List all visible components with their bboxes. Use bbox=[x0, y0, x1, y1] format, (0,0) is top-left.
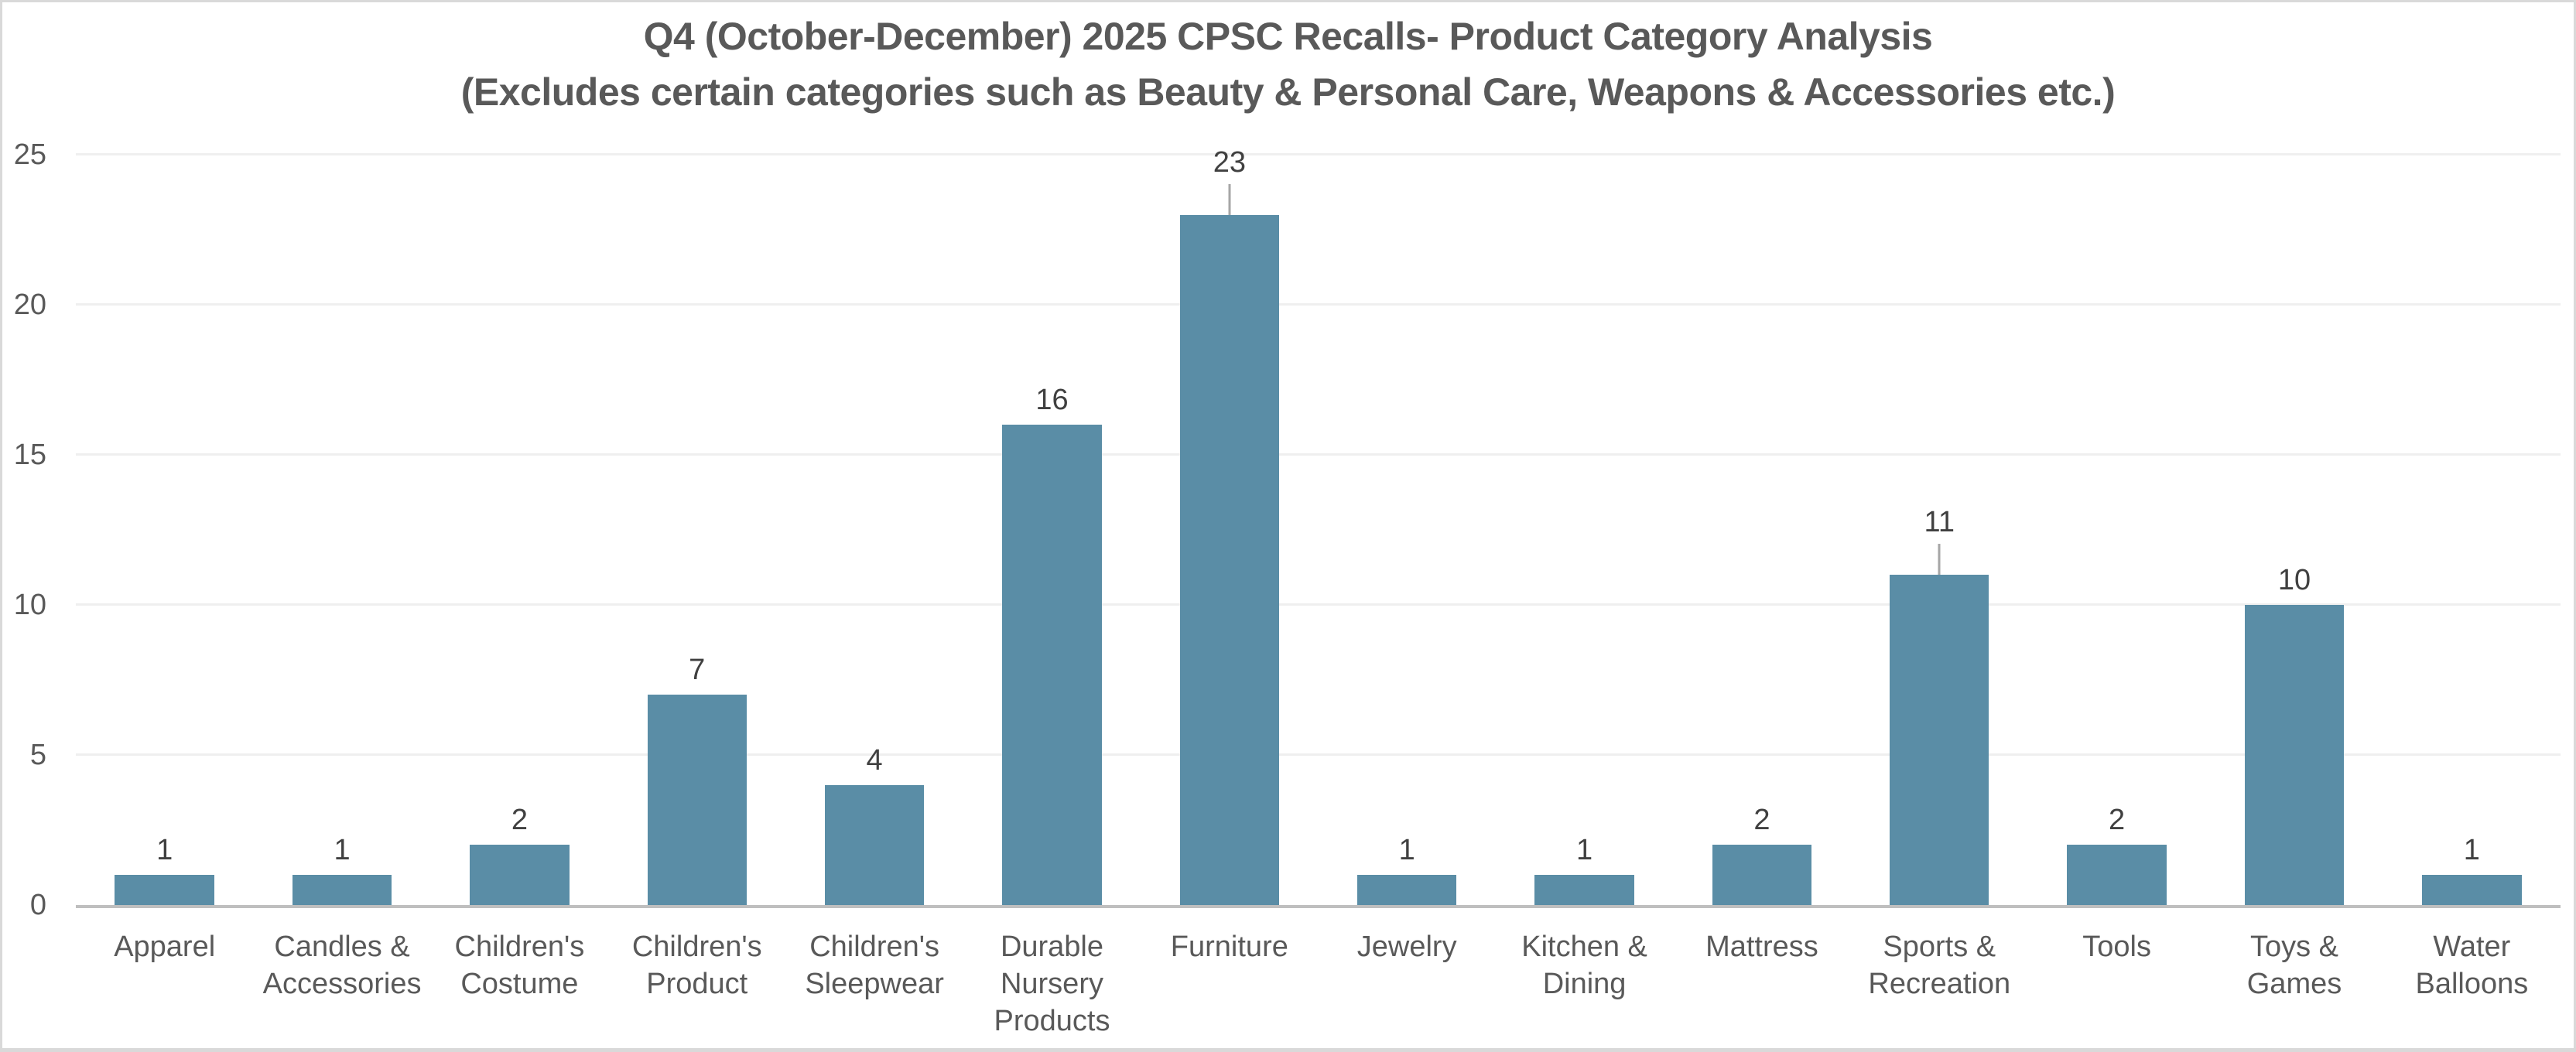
bar bbox=[1002, 425, 1102, 905]
x-axis-category-label: Children's Costume bbox=[454, 931, 585, 1000]
y-axis-tick-label: 0 bbox=[29, 889, 46, 921]
y-axis: 0 5 10 15 20 25 bbox=[2, 138, 46, 921]
y-axis-tick-label: 5 bbox=[29, 739, 46, 771]
plot-area: 1 1 2 7 4 16 23 1 1 2 11 2 10 1 bbox=[76, 146, 2561, 908]
bar-value-label: 2 bbox=[2109, 804, 2126, 837]
bar-slot: 7 bbox=[608, 155, 785, 905]
gridline bbox=[76, 303, 2561, 306]
bar-value-label: 2 bbox=[1753, 804, 1770, 837]
y-axis-tick-label: 20 bbox=[13, 289, 46, 321]
bar bbox=[1179, 214, 1280, 905]
bar bbox=[2067, 845, 2167, 905]
bar-value-label: 11 bbox=[1924, 506, 1955, 539]
bar bbox=[824, 784, 925, 905]
x-axis-category-label: Water Balloons bbox=[2415, 931, 2529, 1000]
bar-value-label: 16 bbox=[1035, 384, 1069, 417]
bar-series: 1 1 2 7 4 16 23 1 1 2 11 2 10 1 bbox=[76, 146, 2561, 905]
bar-slot: 1 bbox=[1319, 155, 1496, 905]
x-axis-category-label: Toys & Games bbox=[2246, 931, 2342, 1000]
bar bbox=[1890, 575, 1989, 905]
x-axis-labels: Apparel Candles & Accessories Children's C… bbox=[76, 928, 2561, 1040]
bar-slot: 11 bbox=[1851, 155, 2028, 905]
bar-slot: 1 bbox=[76, 155, 253, 905]
bar bbox=[1356, 875, 1457, 905]
bar-slot: 1 bbox=[253, 155, 430, 905]
bar bbox=[647, 695, 747, 905]
y-axis-tick-label: 10 bbox=[13, 589, 46, 621]
bar-slot: 16 bbox=[963, 155, 1141, 905]
x-axis-category-label: Candles & Accessories bbox=[262, 931, 422, 1000]
gridline bbox=[76, 153, 2561, 155]
bar-value-label: 23 bbox=[1213, 145, 1246, 179]
bar-slot: 2 bbox=[2028, 155, 2205, 905]
bar-value-label: 1 bbox=[334, 834, 351, 867]
x-axis-category-label: Furniture bbox=[1170, 931, 1288, 963]
leader-line bbox=[1938, 544, 1941, 576]
bar-value-label: 1 bbox=[1398, 834, 1415, 867]
x-axis-category-label: Mattress bbox=[1705, 931, 1818, 963]
bar-slot: 23 bbox=[1141, 146, 1318, 905]
chart-subtitle: (Excludes certain categories such as Bea… bbox=[460, 70, 2116, 114]
x-axis-category-label: Children's Sleepwear bbox=[805, 931, 944, 1000]
bar-slot: 4 bbox=[785, 155, 963, 905]
x-axis-category-label: Tools bbox=[2082, 931, 2151, 963]
chart-title: Q4 (October-December) 2025 CPSC Recalls-… bbox=[643, 15, 1933, 58]
bar bbox=[2244, 605, 2345, 905]
bar bbox=[1712, 845, 1812, 905]
bar bbox=[115, 875, 214, 905]
bar-value-label: 7 bbox=[689, 654, 706, 687]
x-axis-line bbox=[76, 905, 2561, 908]
bar-slot: 10 bbox=[2205, 155, 2383, 905]
bar-value-label: 2 bbox=[511, 804, 528, 837]
gridline bbox=[76, 603, 2561, 606]
x-axis-category-label: Sports & Recreation bbox=[1868, 931, 2011, 1000]
bar-slot: 2 bbox=[1673, 155, 1850, 905]
bar-value-label: 1 bbox=[156, 834, 173, 867]
y-axis-tick-label: 15 bbox=[13, 439, 46, 471]
bar bbox=[1534, 875, 1634, 905]
bar-value-label: 10 bbox=[2277, 564, 2311, 596]
bar bbox=[292, 875, 392, 905]
bar-value-label: 1 bbox=[1575, 834, 1593, 867]
x-axis-category-label: Apparel bbox=[114, 931, 216, 963]
gridline bbox=[76, 753, 2561, 756]
y-axis-tick-label: 25 bbox=[13, 138, 46, 171]
bar-slot: 1 bbox=[1496, 155, 1673, 905]
bar-slot: 1 bbox=[2383, 155, 2561, 905]
bar bbox=[2422, 875, 2522, 905]
x-axis-category-label: Durable Nursery Products bbox=[994, 931, 1110, 1037]
x-axis-category-label: Children's Product bbox=[631, 931, 762, 1000]
bar-value-label: 1 bbox=[2463, 834, 2480, 867]
x-axis-category-label: Jewelry bbox=[1356, 931, 1457, 963]
leader-line bbox=[1228, 183, 1231, 215]
gridline bbox=[76, 453, 2561, 456]
x-axis-category-label: Kitchen & Dining bbox=[1521, 931, 1647, 1000]
bar bbox=[470, 845, 570, 905]
bar-value-label: 4 bbox=[866, 743, 883, 777]
bar-slot: 2 bbox=[431, 155, 608, 905]
